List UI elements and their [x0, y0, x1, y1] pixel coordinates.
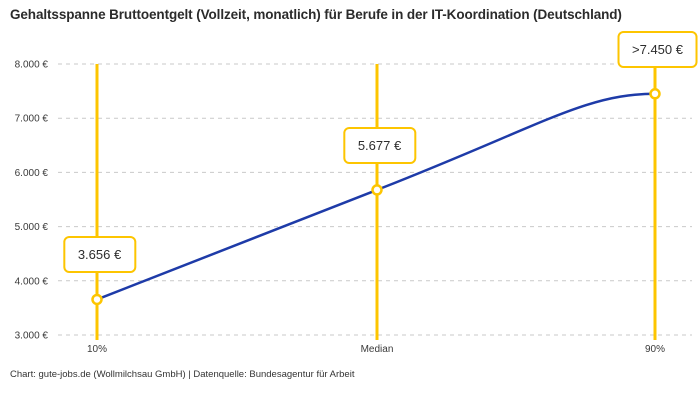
salary-line: [95, 92, 657, 301]
x-axis-tick-label: 90%: [645, 344, 665, 355]
value-label-box: >7.450 €: [617, 30, 698, 68]
y-axis-tick-label: 5.000 €: [15, 222, 49, 233]
value-label-box: 3.656 €: [62, 236, 137, 274]
y-axis-tick-label: 7.000 €: [15, 114, 49, 125]
y-axis-tick-label: 3.000 €: [15, 331, 49, 342]
data-point-marker: [371, 184, 383, 196]
y-axis-tick-label: 6.000 €: [15, 168, 49, 179]
x-axis-tick-label: Median: [361, 344, 394, 355]
value-label-box: 5.677 €: [342, 126, 417, 164]
y-axis-tick-label: 8.000 €: [15, 60, 49, 71]
y-axis-tick-label: 4.000 €: [15, 276, 49, 287]
x-axis-tick-label: 10%: [87, 344, 107, 355]
chart-title: Gehaltsspanne Bruttoentgelt (Vollzeit, m…: [10, 7, 622, 22]
chart-source-caption: Chart: gute-jobs.de (Wollmilchsau GmbH) …: [10, 369, 355, 380]
data-point-marker: [649, 88, 661, 100]
data-point-marker: [91, 293, 103, 306]
